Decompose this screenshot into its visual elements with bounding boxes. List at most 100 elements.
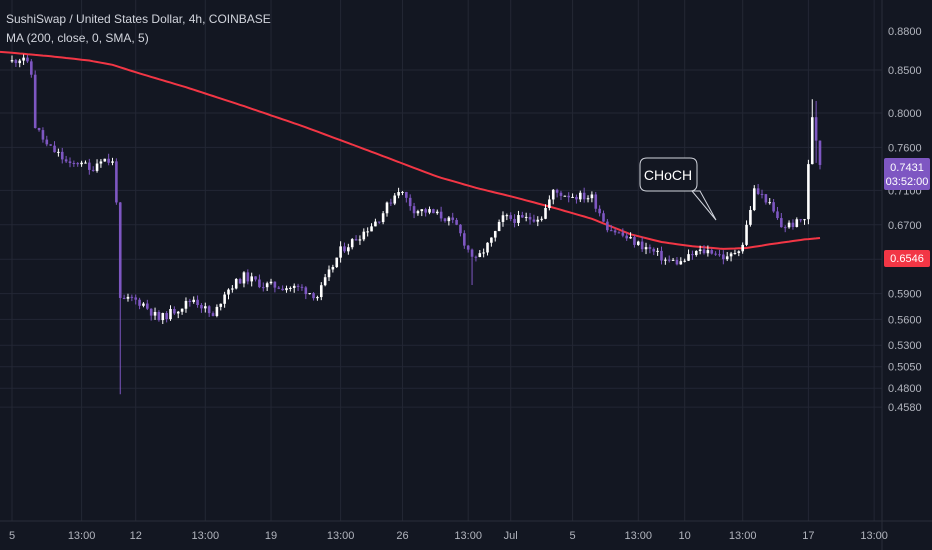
candle-body	[764, 194, 768, 203]
choch-annotation[interactable]: CHoCH	[639, 157, 717, 221]
candle-body	[281, 288, 284, 291]
candle-body	[14, 60, 18, 64]
candle-body	[648, 247, 652, 249]
candle-body	[652, 248, 656, 252]
time-axis[interactable]: 5 13:00 12 13:00 19 13:00 26 13:00 Jul 5 13:00 10 13…	[9, 530, 888, 542]
candle-body	[219, 303, 223, 307]
time-tick-label: 17	[802, 530, 814, 542]
candle-body	[261, 287, 265, 289]
candle-body	[814, 117, 818, 141]
candle-body	[319, 285, 323, 298]
candle-body	[795, 219, 799, 227]
candle-body	[49, 144, 52, 146]
last-price-value: 0.7431	[890, 162, 924, 174]
candle-body	[207, 306, 211, 314]
candle-body	[370, 226, 373, 232]
candle-body	[660, 250, 663, 261]
candle-body	[725, 256, 729, 260]
candle-body	[412, 206, 416, 214]
speech-bubble-icon	[639, 157, 717, 221]
annotation-text: CHoCH	[644, 167, 692, 183]
candle-body	[397, 192, 400, 196]
candle-body	[80, 162, 83, 165]
candle-body	[60, 151, 64, 160]
candle-body	[405, 191, 408, 198]
candle-body	[296, 285, 300, 287]
price-tick-label: 0.7600	[888, 142, 922, 154]
candle-body	[702, 249, 706, 254]
candle-body	[644, 247, 648, 250]
candle-body	[486, 242, 489, 253]
symbol-title[interactable]: SushiSwap / United States Dollar, 4h, CO…	[6, 12, 271, 26]
candle-body	[590, 194, 594, 199]
candle-body	[636, 241, 640, 245]
candle-body	[366, 231, 369, 233]
candle-body	[300, 286, 304, 288]
candle-body	[439, 211, 443, 219]
candle-body	[555, 189, 559, 193]
candle-body	[474, 256, 478, 258]
candle-body	[331, 267, 335, 270]
price-tick-label: 0.4800	[888, 383, 922, 395]
candle-body	[459, 224, 462, 234]
price-tick-label: 0.8000	[888, 108, 922, 120]
candle-body	[741, 244, 744, 252]
candle-body	[153, 311, 157, 316]
candle-body	[710, 250, 714, 254]
candle-body	[107, 158, 110, 163]
candle-body	[776, 211, 779, 219]
candle-body	[586, 198, 590, 200]
time-tick-label: 5	[570, 530, 576, 542]
candle-body	[45, 139, 49, 145]
candle-body	[621, 232, 625, 236]
candle-body	[667, 259, 671, 261]
candle-body	[231, 288, 234, 290]
candle-body	[389, 202, 393, 204]
candle-body	[783, 227, 787, 229]
candle-body	[377, 221, 381, 223]
candle-body	[536, 219, 540, 222]
candle-body	[733, 252, 737, 254]
candle-body	[594, 194, 598, 209]
time-tick-label: 26	[396, 530, 408, 542]
candle-body	[749, 210, 752, 225]
candle-body	[517, 215, 520, 223]
candle-body	[756, 188, 760, 194]
candle-body	[718, 254, 721, 256]
candle-body	[513, 218, 516, 223]
candle-body	[493, 231, 497, 238]
candle-body	[381, 213, 385, 223]
time-tick-label: 13:00	[860, 530, 888, 542]
candle-body	[41, 130, 45, 140]
candle-body	[803, 219, 806, 221]
candle-body	[501, 215, 505, 222]
candle-body	[76, 163, 80, 165]
candle-body	[258, 279, 261, 288]
candle-body	[238, 279, 242, 284]
price-tick-label: 0.5600	[888, 314, 922, 326]
candle-body	[633, 237, 636, 245]
indicator-legend[interactable]: MA (200, close, 0, SMA, 5)	[6, 31, 149, 45]
candle-body	[215, 306, 219, 316]
candle-body	[470, 249, 474, 257]
candle-body	[810, 117, 814, 165]
candle-body	[103, 158, 107, 162]
candle-body	[683, 260, 686, 262]
candle-body	[358, 239, 362, 241]
candle-body	[246, 272, 250, 282]
candle-body	[451, 217, 455, 220]
last-price-badge: 0.7431 03:52:00	[884, 158, 930, 190]
candle-body	[416, 211, 420, 214]
candle-body	[447, 217, 451, 222]
candle-body	[772, 202, 775, 212]
time-tick-label: 13:00	[68, 530, 96, 542]
time-tick-label: 13:00	[192, 530, 220, 542]
candle-body	[227, 289, 230, 295]
candle-body	[30, 61, 33, 75]
price-tick-label: 0.5050	[888, 362, 922, 374]
candle-body	[68, 161, 72, 163]
candle-body	[115, 161, 118, 203]
price-tick-label: 0.8800	[888, 26, 922, 38]
